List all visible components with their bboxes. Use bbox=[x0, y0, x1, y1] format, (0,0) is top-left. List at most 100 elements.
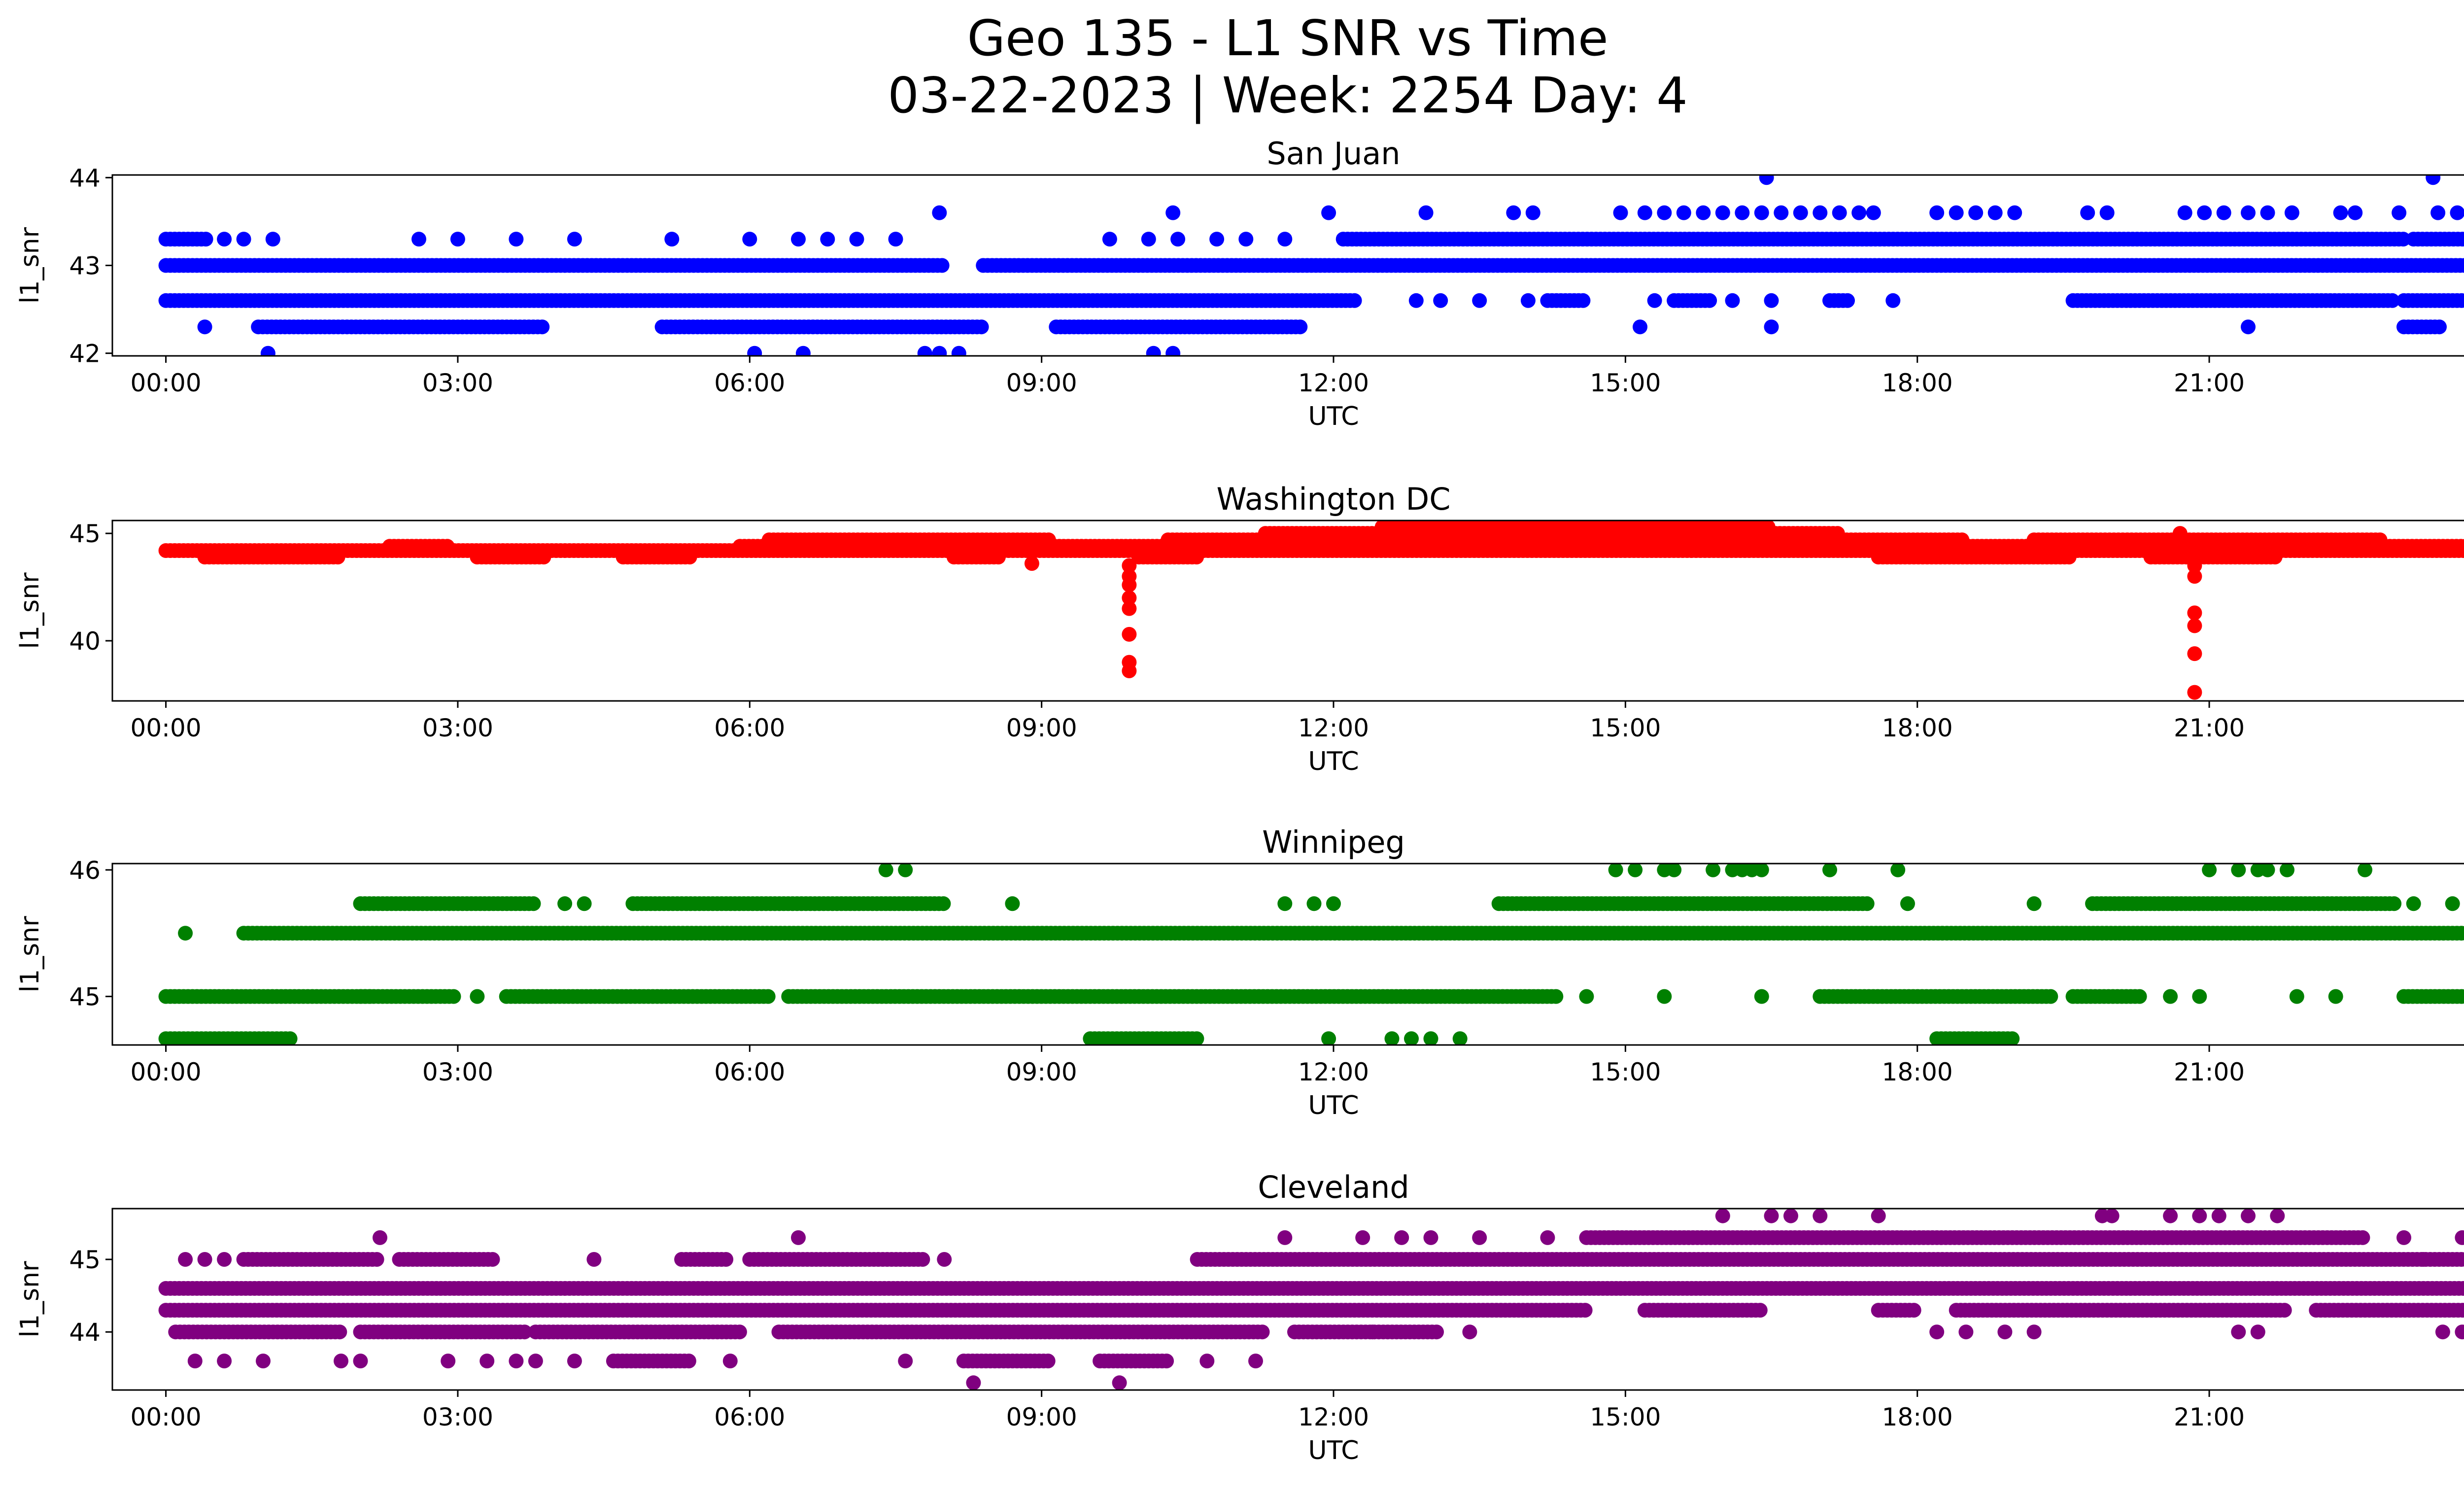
data-point bbox=[1890, 864, 1906, 877]
x-tick-label: 00:00 bbox=[131, 369, 202, 397]
data-point bbox=[2450, 205, 2464, 220]
data-point bbox=[2459, 293, 2464, 308]
data-point bbox=[991, 550, 1006, 565]
data-point bbox=[1520, 293, 1536, 308]
data-point bbox=[1754, 864, 1769, 877]
scatter-points bbox=[158, 175, 2464, 356]
data-point bbox=[1760, 521, 1776, 535]
data-point bbox=[795, 346, 811, 356]
data-point bbox=[936, 896, 951, 911]
data-point bbox=[1774, 205, 1789, 220]
scatter-points bbox=[158, 1209, 2464, 1390]
data-point bbox=[2187, 646, 2202, 661]
data-point bbox=[2458, 539, 2464, 554]
x-tick-label: 09:00 bbox=[1006, 714, 1077, 742]
data-point bbox=[1189, 1031, 1204, 1045]
data-point bbox=[282, 1031, 298, 1045]
data-point bbox=[557, 896, 573, 911]
data-point bbox=[1165, 346, 1181, 356]
data-point bbox=[535, 319, 550, 335]
data-point bbox=[1384, 1031, 1400, 1045]
data-point bbox=[2061, 550, 2077, 565]
data-point bbox=[536, 550, 551, 565]
y-tick-label: 45 bbox=[69, 983, 101, 1011]
data-point bbox=[577, 896, 592, 911]
data-point bbox=[1005, 896, 1020, 911]
data-point bbox=[1793, 205, 1808, 220]
y-axis-label: l1_snr bbox=[15, 572, 45, 649]
data-point bbox=[260, 346, 275, 356]
data-point bbox=[1306, 896, 1322, 911]
data-point bbox=[1321, 1031, 1336, 1045]
data-point bbox=[2462, 541, 2464, 551]
data-point bbox=[1418, 205, 1434, 220]
data-point bbox=[1949, 205, 1964, 220]
data-point bbox=[2396, 232, 2411, 247]
data-point bbox=[917, 346, 932, 356]
subplot-1: 00:00 03:00 06:00 09:00 12:00 15:00 18:00 21:00… bbox=[15, 481, 2464, 776]
data-point bbox=[1579, 989, 1594, 1004]
data-point bbox=[198, 232, 213, 247]
data-point bbox=[2462, 260, 2464, 271]
data-point bbox=[1238, 232, 1254, 247]
subplot-2: 00:00 03:00 06:00 09:00 12:00 15:00 18:00 21:00… bbox=[15, 824, 2464, 1120]
data-point bbox=[1859, 896, 1875, 911]
data-point bbox=[2080, 205, 2095, 220]
data-point bbox=[1433, 293, 1448, 308]
x-tick-label: 21:00 bbox=[2174, 714, 2245, 742]
x-tick-label: 03:00 bbox=[422, 1058, 493, 1086]
data-point bbox=[217, 232, 232, 247]
data-point bbox=[2348, 205, 2363, 220]
data-point bbox=[1735, 205, 1750, 220]
data-point bbox=[951, 346, 966, 356]
x-tick-label: 21:00 bbox=[2174, 1058, 2245, 1086]
y-tick-label: 44 bbox=[69, 164, 101, 192]
x-tick-label: 15:00 bbox=[1590, 1058, 1661, 1086]
y-tick-label: 42 bbox=[69, 340, 101, 368]
x-tick-label: 18:00 bbox=[1882, 714, 1953, 742]
x-tick-label: 00:00 bbox=[131, 1058, 202, 1086]
data-point bbox=[682, 550, 697, 565]
data-point bbox=[2459, 989, 2464, 1004]
x-tick-label: 09:00 bbox=[1006, 369, 1077, 397]
y-tick-label: 43 bbox=[69, 252, 101, 280]
data-point bbox=[1754, 205, 1769, 220]
data-point bbox=[2172, 526, 2188, 541]
data-point bbox=[1885, 293, 1901, 308]
data-point bbox=[2177, 205, 2192, 220]
x-tick-label: 12:00 bbox=[1298, 1058, 1369, 1086]
data-point bbox=[470, 989, 485, 1004]
data-point bbox=[1024, 556, 1039, 571]
data-point bbox=[446, 989, 461, 1004]
data-point bbox=[1472, 293, 1487, 308]
data-point bbox=[1830, 526, 1845, 541]
data-point bbox=[2463, 929, 2464, 938]
data-point bbox=[934, 258, 950, 273]
data-point bbox=[411, 232, 426, 247]
data-point bbox=[2432, 319, 2447, 335]
y-tick-label: 45 bbox=[69, 520, 101, 548]
data-point bbox=[1613, 205, 1628, 220]
data-point bbox=[440, 539, 455, 554]
data-point bbox=[1165, 205, 1181, 220]
x-tick-label: 12:00 bbox=[1298, 714, 1369, 742]
data-point bbox=[2333, 205, 2348, 220]
data-point bbox=[1408, 293, 1424, 308]
x-axis-label: UTC bbox=[1308, 402, 1359, 431]
data-point bbox=[2260, 205, 2275, 220]
subplot-title: San Juan bbox=[1266, 136, 1400, 172]
data-point bbox=[1347, 293, 1362, 308]
data-point bbox=[742, 232, 757, 247]
data-point bbox=[664, 232, 680, 247]
subplot-3: 00:00 03:00 06:00 09:00 12:00 15:00 18:00 21:00… bbox=[15, 1169, 2464, 1465]
subplot-title: Washington DC bbox=[1216, 481, 1450, 517]
data-point bbox=[1628, 864, 1643, 877]
data-point bbox=[1676, 205, 1691, 220]
scatter-points bbox=[158, 521, 2464, 700]
scatter-points bbox=[158, 864, 2464, 1045]
data-point bbox=[1041, 532, 1056, 548]
subplot-0: 00:00 03:00 06:00 09:00 12:00 15:00 18:00 21:00… bbox=[15, 136, 2464, 431]
data-point bbox=[2260, 864, 2275, 877]
data-point bbox=[1326, 896, 1341, 911]
data-point bbox=[265, 232, 280, 247]
